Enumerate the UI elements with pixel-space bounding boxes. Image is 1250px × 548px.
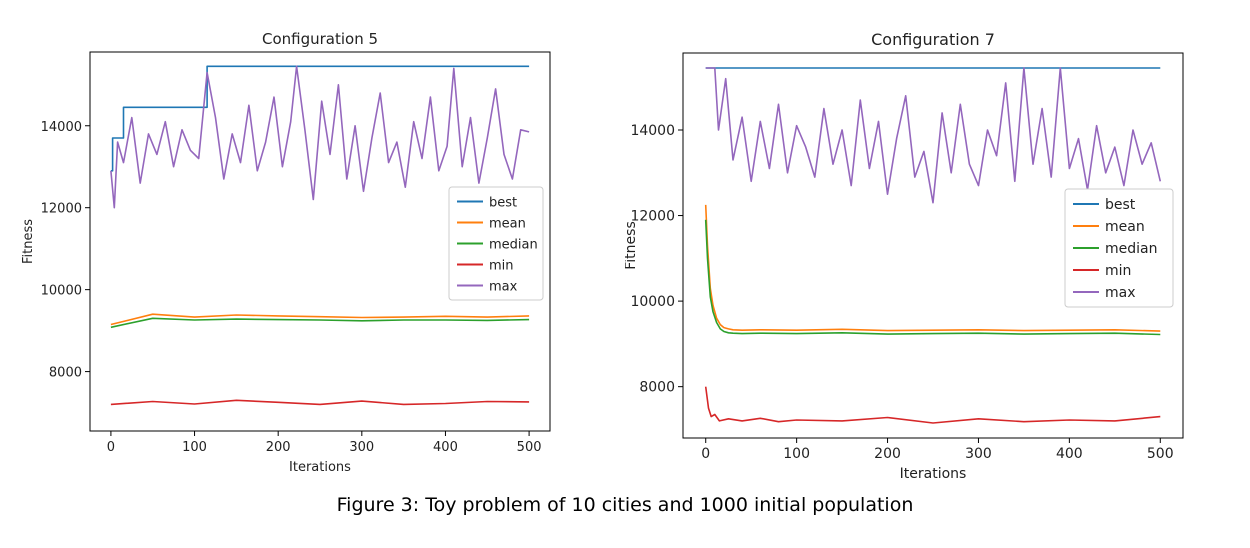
y-tick-label: 10000 <box>41 284 82 299</box>
legend: best mean median min max <box>448 186 544 301</box>
series-line-median <box>704 219 1161 336</box>
x-tick: 400 <box>433 431 458 455</box>
y-tick-label: 10000 <box>630 294 675 310</box>
legend: best mean median min max <box>1064 188 1174 308</box>
x-tick: 100 <box>783 438 810 462</box>
legend-label-median: median <box>489 238 538 253</box>
y-tick: 10000 <box>41 284 90 299</box>
x-tick-label: 400 <box>1056 446 1083 462</box>
legend-label-best: best <box>489 196 517 211</box>
x-tick-label: 300 <box>349 440 374 455</box>
series-line-mean <box>704 204 1161 332</box>
series-line-mean <box>110 313 530 326</box>
y-tick: 12000 <box>630 209 683 225</box>
x-axis-label: Iterations <box>289 460 351 475</box>
y-tick: 8000 <box>639 380 683 396</box>
series-line-median <box>110 317 530 329</box>
legend-label-max: max <box>489 280 518 295</box>
y-axis-label: Fitness <box>21 219 36 264</box>
legend-label-mean: mean <box>1105 219 1145 235</box>
chart-configuration-5: Configuration 5 0 100 200 300 400 500 8000 10000… <box>21 30 551 475</box>
x-tick: 200 <box>266 431 291 455</box>
x-tick-label: 100 <box>182 440 207 455</box>
y-axis-label: Fitness <box>625 221 639 270</box>
y-tick: 8000 <box>49 366 90 381</box>
x-tick: 100 <box>182 431 207 455</box>
x-tick: 500 <box>1147 438 1174 462</box>
x-tick: 300 <box>965 438 992 462</box>
x-tick-label: 400 <box>433 440 458 455</box>
y-tick: 14000 <box>630 123 683 139</box>
y-tick-label: 8000 <box>639 380 675 396</box>
legend-label-mean: mean <box>489 217 526 232</box>
x-tick-label: 500 <box>517 440 542 455</box>
legend-label-best: best <box>1105 197 1136 213</box>
x-tick: 500 <box>517 431 542 455</box>
y-tick-label: 14000 <box>630 123 675 139</box>
x-tick: 300 <box>349 431 374 455</box>
x-tick: 0 <box>701 438 710 462</box>
y-tick-label: 14000 <box>41 120 82 135</box>
x-axis-label: Iterations <box>900 466 967 482</box>
x-tick-label: 0 <box>107 440 115 455</box>
chart-title: Configuration 7 <box>871 30 995 49</box>
x-tick: 400 <box>1056 438 1083 462</box>
y-tick: 10000 <box>630 294 683 310</box>
series-line-min <box>704 386 1161 424</box>
legend-label-min: min <box>489 259 514 274</box>
legend-label-max: max <box>1105 285 1136 301</box>
series-line-max <box>705 67 1162 204</box>
y-tick-label: 12000 <box>41 202 82 217</box>
x-tick: 0 <box>107 431 115 455</box>
plot-frame <box>89 51 551 432</box>
y-tick-label: 8000 <box>49 366 82 381</box>
chart-title: Configuration 5 <box>262 30 378 48</box>
chart-configuration-7: Configuration 7 0 100 200 300 400 500 8000 10000… <box>625 30 1184 482</box>
x-tick-label: 200 <box>874 446 901 462</box>
x-tick: 200 <box>874 438 901 462</box>
series-line-max <box>110 65 530 209</box>
x-tick-label: 100 <box>783 446 810 462</box>
y-tick: 12000 <box>41 202 90 217</box>
y-tick: 14000 <box>41 120 90 135</box>
legend-label-median: median <box>1105 241 1157 257</box>
legend-box <box>1064 188 1174 308</box>
x-tick-label: 500 <box>1147 446 1174 462</box>
x-tick-label: 200 <box>266 440 291 455</box>
x-tick-label: 300 <box>965 446 992 462</box>
figure-caption: Figure 3: Toy problem of 10 cities and 1… <box>336 494 914 516</box>
x-tick-label: 0 <box>701 446 710 462</box>
series-line-min <box>110 399 530 406</box>
legend-box <box>448 186 544 301</box>
y-tick-label: 12000 <box>630 209 675 225</box>
legend-label-min: min <box>1105 263 1131 279</box>
plot-frame <box>682 52 1184 439</box>
